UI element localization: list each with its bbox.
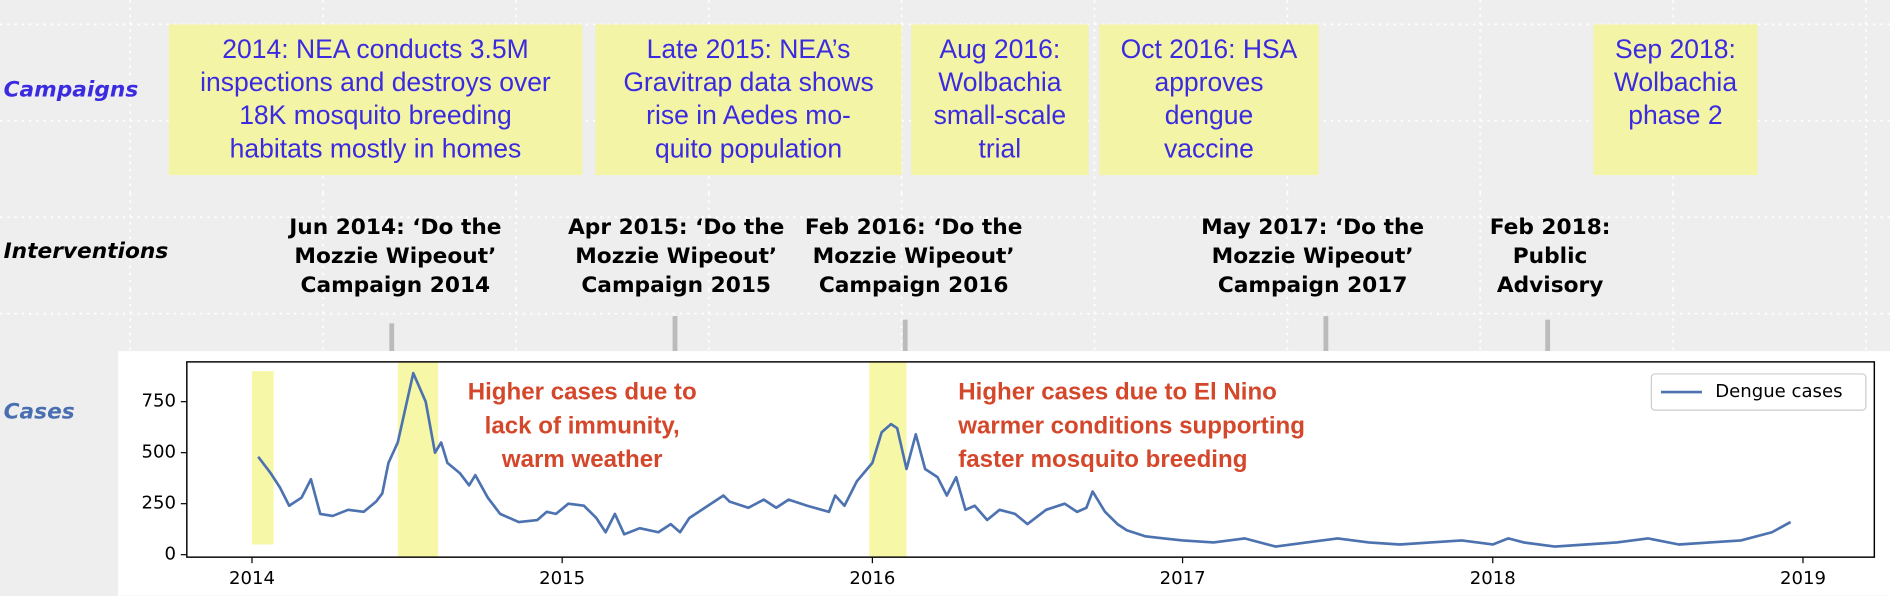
y-tick-label: 750 bbox=[141, 391, 176, 412]
campaign-text: Gravitrap data shows bbox=[623, 67, 873, 97]
campaign-text: trial bbox=[978, 133, 1021, 163]
campaign-box bbox=[911, 24, 1089, 176]
annotation: warmer conditions supporting bbox=[957, 412, 1305, 439]
intervention-text: Campaign 2016 bbox=[819, 273, 1009, 298]
campaign-text: Oct 2016: HSA bbox=[1121, 34, 1298, 64]
y-tick-label: 0 bbox=[164, 544, 176, 565]
plot-frame bbox=[186, 361, 1876, 558]
chart: 0 250 500 750 2014 2015 2016 2017 2018 2019 Higher… bbox=[141, 361, 1876, 589]
campaign-text: habitats mostly in homes bbox=[230, 133, 522, 163]
annotation: Higher cases due to El Nino bbox=[958, 379, 1277, 406]
legend-box bbox=[1650, 373, 1867, 411]
campaign-text: phase 2 bbox=[1628, 100, 1722, 130]
x-tick-label: 2016 bbox=[849, 568, 895, 589]
campaign-text: inspections and destroys over bbox=[200, 67, 551, 97]
intervention-text: Apr 2015: ‘Do the bbox=[568, 215, 784, 240]
campaign-text: Wolbachia bbox=[1614, 67, 1738, 97]
campaign-text: Late 2015: NEA’s bbox=[647, 34, 851, 64]
campaign-text: rise in Aedes mo- bbox=[646, 100, 851, 130]
annotation: Higher cases due to bbox=[468, 379, 697, 406]
row-label: Interventions bbox=[4, 239, 169, 264]
intervention-text: Campaign 2014 bbox=[301, 273, 491, 298]
x-tick-label: 2014 bbox=[229, 568, 275, 589]
intervention-text: Campaign 2017 bbox=[1218, 273, 1408, 298]
campaign-box bbox=[168, 24, 583, 176]
campaign-box bbox=[1593, 24, 1758, 176]
legend-label: Dengue cases bbox=[1715, 381, 1842, 402]
campaign-text: small-scale bbox=[934, 100, 1067, 130]
highlight bbox=[251, 371, 274, 545]
campaign-box bbox=[595, 24, 902, 176]
campaign-text: dengue bbox=[1165, 100, 1253, 130]
campaign-text: 18K mosquito breeding bbox=[239, 100, 512, 130]
intervention-text: Jun 2014: ‘Do the bbox=[287, 215, 501, 240]
highlight bbox=[397, 361, 439, 558]
annotation: faster mosquito breeding bbox=[958, 446, 1247, 473]
intervention-text: Advisory bbox=[1497, 273, 1604, 298]
intervention-text: Mozzie Wipeout’ bbox=[1212, 244, 1414, 269]
campaign-text: vaccine bbox=[1164, 133, 1254, 163]
x-tick-label: 2019 bbox=[1780, 568, 1826, 589]
annotation: warm weather bbox=[501, 446, 663, 473]
row-label: Cases bbox=[4, 400, 75, 425]
intervention-text: Public bbox=[1513, 244, 1588, 269]
data-line bbox=[257, 371, 1792, 548]
intervention-text: Mozzie Wipeout’ bbox=[813, 244, 1015, 269]
x-tick-label: 2015 bbox=[539, 568, 585, 589]
y-tick-label: 250 bbox=[141, 493, 176, 514]
intervention-text: Feb 2018: bbox=[1490, 215, 1611, 240]
annotation: lack of immunity, bbox=[485, 412, 680, 439]
campaign-text: Wolbachia bbox=[938, 67, 1062, 97]
campaign-text: approves bbox=[1154, 67, 1263, 97]
y-tick-label: 500 bbox=[141, 442, 176, 463]
intervention-text: Campaign 2015 bbox=[581, 273, 771, 298]
campaign-box bbox=[1099, 24, 1319, 176]
campaign-text: quito population bbox=[655, 133, 842, 163]
intervention-text: Mozzie Wipeout’ bbox=[294, 244, 496, 269]
interventions: Jun 2014: ‘Do the Mozzie Wipeout’ Campaign… bbox=[287, 215, 1610, 362]
intervention-text: Mozzie Wipeout’ bbox=[575, 244, 777, 269]
campaign-text: Aug 2016: bbox=[939, 34, 1060, 64]
x-tick-label: 2017 bbox=[1160, 568, 1206, 589]
intervention-text: May 2017: ‘Do the bbox=[1201, 215, 1424, 240]
campaign-text: 2014: NEA conducts 3.5M bbox=[222, 34, 528, 64]
campaign-text: Sep 2018: bbox=[1615, 34, 1736, 64]
highlight bbox=[869, 361, 907, 558]
row-label: Campaigns bbox=[4, 78, 139, 103]
x-tick-label: 2018 bbox=[1470, 568, 1516, 589]
intervention-text: Feb 2016: ‘Do the bbox=[805, 215, 1023, 240]
